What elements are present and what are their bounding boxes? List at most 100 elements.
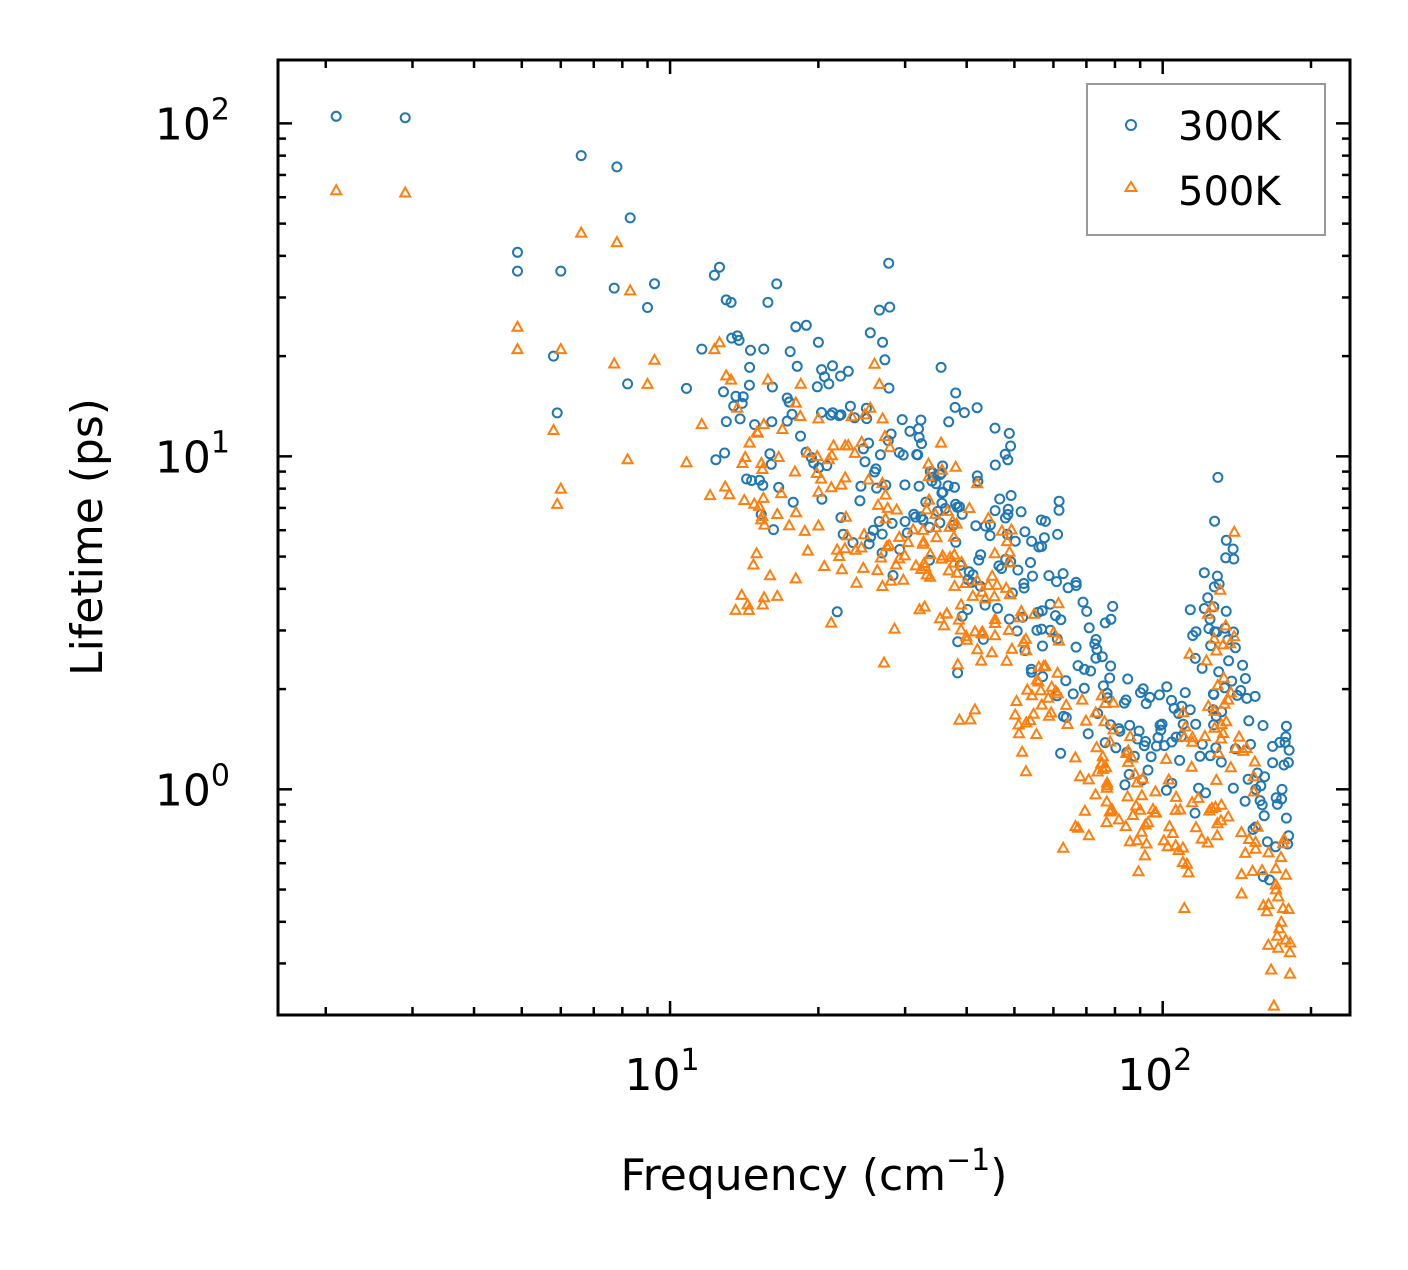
point-500k [398,185,412,198]
point-500k [950,565,964,578]
point-300k [1114,725,1126,737]
point-300k [827,360,838,372]
point-300k [1078,682,1090,694]
point-300k [1067,688,1079,700]
point-300k [1083,622,1095,634]
point-500k [861,472,876,485]
point-500k [988,546,1002,559]
point-500k [933,611,947,624]
point-500k [1178,719,1193,732]
point-500k [329,183,343,196]
point-500k [832,548,846,561]
point-300k [855,480,867,492]
point-300k [1026,535,1038,547]
point-300k [913,431,925,443]
point-300k [1036,623,1048,635]
point-300k [1257,720,1269,731]
point-300k [1283,744,1295,756]
point-500k [947,555,961,568]
point-300k [1072,660,1084,672]
point-300k [1105,660,1117,672]
point-500k [1123,729,1137,742]
point-500k [839,509,853,522]
point-300k [971,402,983,414]
point-300k [718,386,729,398]
point-300k [854,495,866,507]
point-500k [1250,819,1265,832]
point-300k [1255,780,1267,792]
point-500k [1228,740,1242,753]
point-300k [1110,742,1122,754]
point-300k [1220,534,1232,546]
point-500k [1272,921,1286,934]
point-500k [985,568,999,581]
point-300k [916,438,927,450]
point-300k [935,361,947,373]
point-300k [899,516,911,527]
point-500k [735,587,749,600]
point-500k [1219,618,1233,631]
point-500k [1221,692,1235,705]
point-300k [904,425,916,437]
point-500k [1089,740,1104,753]
point-500k [550,496,564,509]
point-500k [1201,606,1215,619]
point-500k [949,459,963,472]
point-300k [1107,600,1119,612]
point-500k [834,477,849,490]
point-300k [1090,652,1102,664]
point-300k [994,493,1006,505]
point-500k [825,448,839,461]
point-500k [1050,665,1065,678]
point-500k [1027,606,1041,619]
point-500k [880,539,894,552]
y-tick-label: 102 [155,92,230,150]
point-500k [1099,760,1113,773]
point-500k [801,543,815,556]
point-500k [1260,904,1274,917]
point-300k [1166,694,1177,706]
point-300k [1274,736,1286,748]
point-500k [703,488,717,501]
point-500k [782,518,796,531]
point-500k [1094,756,1109,769]
point-300k [784,346,796,358]
point-500k [1099,815,1114,828]
point-500k [940,503,955,516]
point-300k [624,212,636,224]
point-300k [984,519,996,531]
point-500k [929,530,944,543]
point-300k [1184,604,1196,616]
point-500k [1269,877,1283,890]
point-500k [1177,729,1191,742]
point-300k [1249,690,1261,702]
point-500k [1221,809,1235,822]
point-300k [1027,570,1038,582]
point-300k [1099,737,1111,749]
point-300k [833,410,845,422]
point-500k [1279,932,1293,945]
point-300k [827,407,839,419]
point-500k [1079,713,1093,726]
point-500k [974,653,988,666]
point-300k [765,458,777,470]
point-500k [880,500,895,513]
point-500k [574,225,588,238]
point-300k [1018,578,1030,589]
point-300k [1131,733,1143,745]
point-500k [817,558,831,571]
point-500k [1207,720,1222,733]
point-500k [875,475,890,488]
point-300k [1228,553,1240,565]
point-300k [847,537,859,549]
point-300k [710,454,722,466]
point-300k [1223,655,1235,667]
point-500k [1130,775,1144,788]
point-300k [399,112,411,124]
point-500k [1283,966,1297,979]
point-300k [734,413,746,425]
point-500k [757,517,772,530]
point-300k [1190,626,1202,638]
point-300k [867,524,879,536]
point-500k [1185,730,1200,743]
